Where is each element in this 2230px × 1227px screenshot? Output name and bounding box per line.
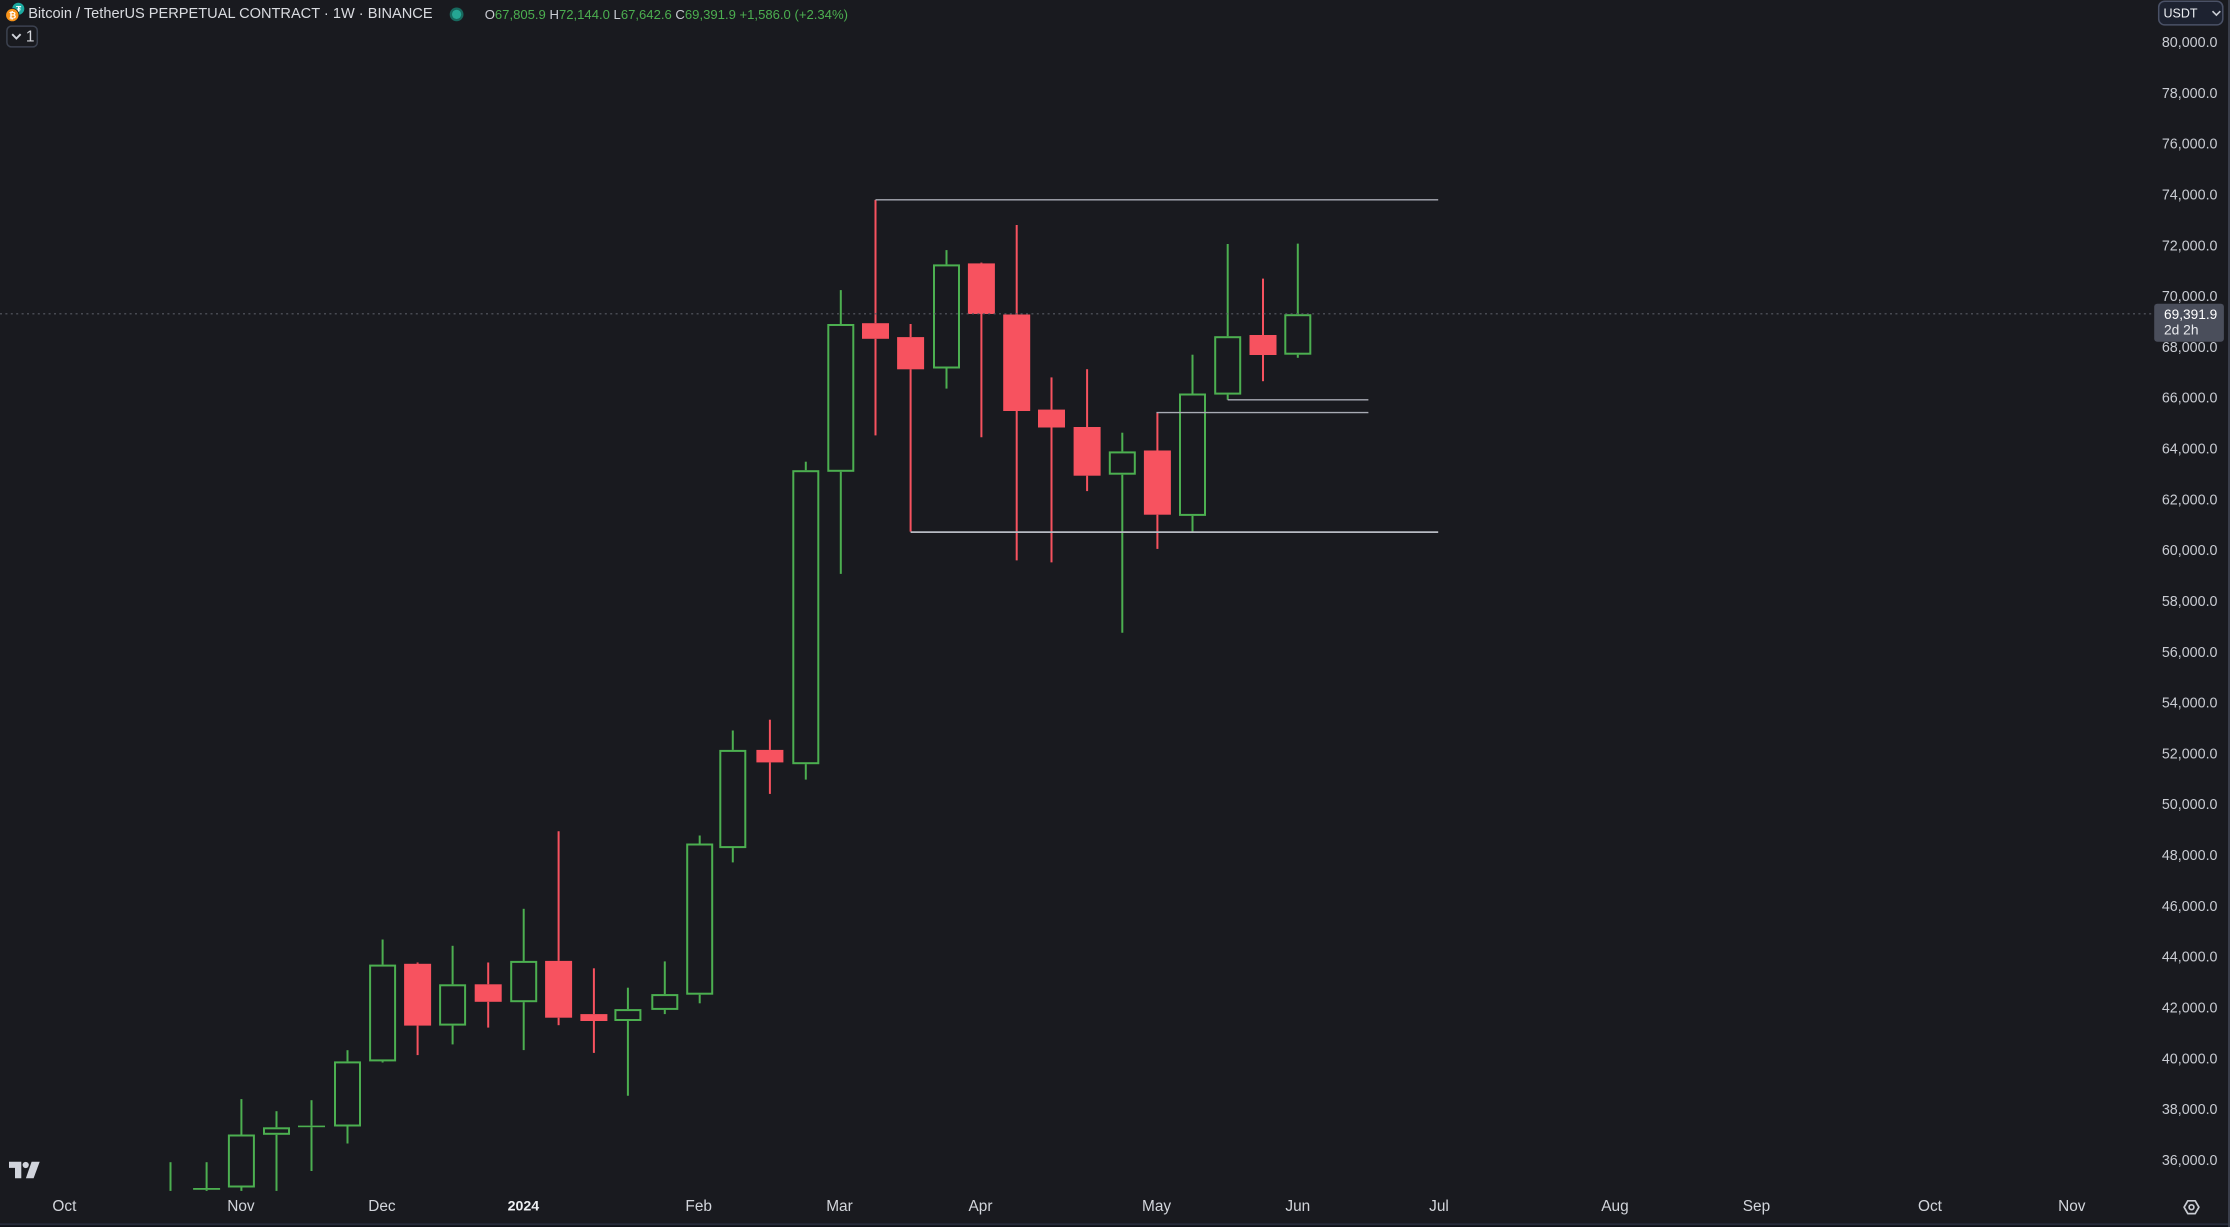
svg-text:70,000.0: 70,000.0 [2162,289,2218,305]
svg-text:78,000.0: 78,000.0 [2162,86,2218,102]
svg-text:64,000.0: 64,000.0 [2162,442,2218,458]
svg-text:52,000.0: 52,000.0 [2162,746,2218,762]
svg-text:72,000.0: 72,000.0 [2162,238,2218,254]
svg-text:69,391.9: 69,391.9 [2164,307,2217,322]
svg-text:Feb: Feb [685,1198,712,1215]
svg-text:50,000.0: 50,000.0 [2162,797,2218,813]
svg-text:Jun: Jun [1285,1198,1310,1215]
svg-text:Mar: Mar [826,1198,853,1215]
svg-text:76,000.0: 76,000.0 [2162,137,2218,153]
svg-text:68,000.0: 68,000.0 [2162,340,2218,356]
svg-text:66,000.0: 66,000.0 [2162,391,2218,407]
svg-text:Sep: Sep [1743,1198,1770,1215]
svg-text:Nov: Nov [227,1198,255,1215]
svg-text:2024: 2024 [508,1199,540,1215]
svg-text:40,000.0: 40,000.0 [2162,1051,2218,1067]
svg-text:Apr: Apr [969,1198,993,1215]
svg-text:44,000.0: 44,000.0 [2162,950,2218,966]
svg-text:1: 1 [26,29,35,46]
svg-text:36,000.0: 36,000.0 [2162,1153,2218,1169]
svg-text:60,000.0: 60,000.0 [2162,543,2218,559]
svg-text:38,000.0: 38,000.0 [2162,1102,2218,1118]
svg-text:Oct: Oct [52,1198,77,1215]
svg-text:Aug: Aug [1601,1198,1628,1215]
svg-text:Dec: Dec [368,1198,396,1215]
svg-text:Oct: Oct [1918,1198,1943,1215]
svg-text:May: May [1142,1198,1171,1215]
svg-text:₮: ₮ [16,4,22,14]
svg-text:Jul: Jul [1429,1198,1449,1215]
svg-text:58,000.0: 58,000.0 [2162,594,2218,610]
svg-text:Nov: Nov [2058,1198,2086,1215]
svg-text:74,000.0: 74,000.0 [2162,187,2218,203]
svg-text:2d 2h: 2d 2h [2164,323,2199,338]
svg-text:Bitcoin / TetherUS PERPETUAL C: Bitcoin / TetherUS PERPETUAL CONTRACT · … [28,6,433,22]
svg-text:42,000.0: 42,000.0 [2162,1001,2218,1017]
svg-text:80,000.0: 80,000.0 [2162,35,2218,51]
svg-text:USDT: USDT [2164,7,2198,21]
svg-text:62,000.0: 62,000.0 [2162,492,2218,508]
svg-text:54,000.0: 54,000.0 [2162,696,2218,712]
svg-text:46,000.0: 46,000.0 [2162,899,2218,915]
svg-text:₿: ₿ [9,11,16,21]
svg-text:O67,805.9 H72,144.0 L67,642.6: O67,805.9 H72,144.0 L67,642.6 C69,391.9 … [485,7,848,22]
svg-text:56,000.0: 56,000.0 [2162,645,2218,661]
svg-text:48,000.0: 48,000.0 [2162,848,2218,864]
